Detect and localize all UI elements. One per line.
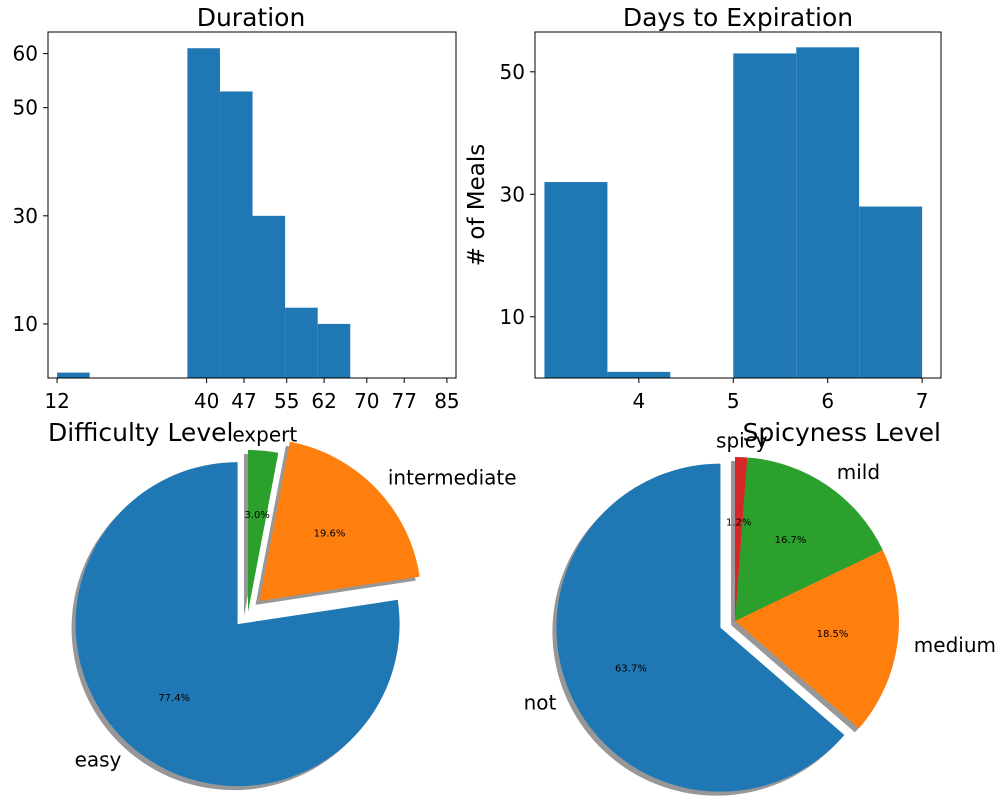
expiration-ytick-label: 10	[500, 305, 525, 329]
expiration-bar-3	[733, 53, 797, 379]
spicyness-pct-medium: 18.5%	[817, 629, 849, 640]
expiration-axes-frame	[534, 31, 942, 379]
duration-xtick-label: 85	[434, 389, 459, 413]
spicyness-slice-medium	[735, 550, 899, 729]
duration-title: Duration	[197, 3, 306, 32]
duration-ytick-label: 60	[13, 42, 38, 66]
difficulty-slice-expert	[248, 450, 279, 612]
spicyness-title: Spicyness Level	[743, 418, 941, 447]
expiration-ytick-label: 50	[500, 60, 525, 84]
duration-bar-4	[187, 48, 220, 378]
duration-xtick-label: 55	[274, 389, 299, 413]
expiration-ylabel: # of Meals	[464, 144, 490, 267]
expiration-bar-0	[544, 182, 608, 378]
spicyness-pct-not: 63.7%	[615, 664, 647, 675]
difficulty-slice-intermediate	[259, 441, 420, 601]
duration-bar-8	[317, 323, 351, 378]
duration-bar-5	[219, 91, 253, 378]
duration-bar-0	[57, 372, 90, 378]
difficulty-label-expert: expert	[232, 423, 297, 447]
spicyness-pct-spicy: 1.2%	[726, 518, 751, 529]
expiration-bar-4	[796, 47, 860, 379]
difficulty-label-intermediate: intermediate	[388, 465, 517, 489]
difficulty-pct-expert: 3.0%	[244, 510, 269, 521]
expiration-title: Days to Expiration	[623, 3, 853, 32]
difficulty-pct-easy: 77.4%	[158, 693, 190, 704]
duration-xtick-label: 40	[194, 389, 219, 413]
difficulty-pct-intermediate: 19.6%	[314, 528, 346, 539]
spicyness-label-not: not	[524, 691, 557, 715]
duration-xtick-label: 62	[311, 389, 336, 413]
difficulty-label-easy: easy	[75, 747, 122, 771]
spicyness-slice-mild	[735, 457, 883, 621]
difficulty-pie: Difficulty Level easy 77.4% intermediate 19…	[48, 418, 517, 791]
expiration-xtick-label: 4	[632, 389, 645, 413]
duration-xtick-label: 12	[44, 389, 69, 413]
spicyness-label-spicy: spicy	[716, 429, 768, 453]
spicyness-label-medium: medium	[914, 633, 996, 657]
spicyness-slice-not	[556, 463, 845, 792]
duration-ytick-label: 30	[13, 204, 38, 228]
difficulty-slice-easy	[75, 462, 400, 787]
duration-xtick-label: 47	[231, 389, 256, 413]
duration-axes-frame	[47, 31, 457, 379]
duration-bar-6	[252, 215, 286, 378]
spicyness-slice-spicy	[735, 457, 748, 621]
expiration-bar-1	[607, 371, 671, 378]
spicyness-pie: Spicyness Level not 63.7% medium 18.5% mild 1…	[524, 418, 996, 796]
expiration-xtick-label: 7	[916, 389, 929, 413]
duration-ytick-label: 50	[13, 96, 38, 120]
expiration-bar-5	[859, 206, 923, 378]
duration-histogram: Duration 12 40 47 55 62 70 77 85 10 30 50 60	[13, 3, 460, 413]
spicyness-pct-mild: 16.7%	[775, 535, 807, 546]
expiration-histogram: Days to Expiration # of Meals 4 5 6 7 10 30 50	[464, 3, 942, 413]
expiration-xtick-label: 5	[727, 389, 740, 413]
difficulty-title: Difficulty Level	[48, 418, 233, 447]
expiration-xtick-label: 6	[821, 389, 834, 413]
expiration-ytick-label: 30	[500, 182, 525, 206]
duration-xtick-label: 77	[391, 389, 416, 413]
duration-xtick-label: 70	[354, 389, 379, 413]
duration-ytick-label: 10	[13, 312, 38, 336]
spicyness-label-mild: mild	[837, 460, 880, 484]
duration-bar-7	[285, 307, 318, 378]
